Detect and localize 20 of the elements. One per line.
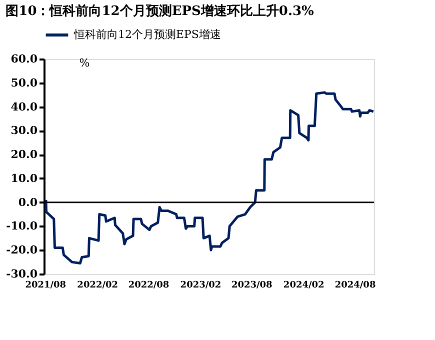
y-tick-label: -20.0 (6, 244, 38, 257)
x-tick-label: 2022/02 (77, 280, 118, 290)
x-tick-label: 2023/08 (231, 280, 272, 290)
y-tick-label: 30.0 (10, 124, 38, 138)
chart-title: 图10：恒科前向12个月预测EPS增速环比上升0.3% (6, 3, 315, 19)
x-tick-label: 2023/02 (180, 280, 222, 290)
x-tick-label: 2021/08 (25, 280, 66, 290)
x-tick-label: 2024/08 (334, 280, 376, 290)
y-tick-label: 60.0 (10, 52, 38, 66)
y-tick-label: 20.0 (10, 148, 38, 162)
x-tick-label: 2024/02 (283, 280, 324, 290)
y-tick-label: 40.0 (10, 100, 38, 114)
y-tick-label: 0.0 (18, 196, 38, 209)
legend-label: 恒科前向12个月预测EPS增速 (73, 28, 221, 41)
y-tick-label: -10.0 (6, 220, 38, 233)
y-tick-label: -30.0 (6, 268, 38, 280)
y-tick-label: 10.0 (10, 172, 38, 185)
y-axis-title: % (79, 56, 90, 70)
x-tick-label: 2022/08 (128, 280, 170, 290)
y-tick-label: 50.0 (10, 76, 38, 90)
